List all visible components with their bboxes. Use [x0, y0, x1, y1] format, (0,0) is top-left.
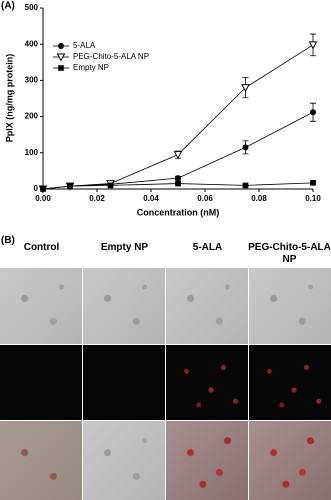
column-header: Empty NP [100, 242, 149, 253]
micrograph [83, 345, 165, 420]
y-tick-label: 0 [34, 184, 39, 193]
micrograph [249, 345, 331, 420]
micrograph [166, 421, 248, 500]
y-tick-label: 400 [25, 39, 39, 48]
x-tick-label: 0.00 [35, 194, 51, 203]
legend-label: PEG-Chito-5-ALA NP [73, 52, 149, 61]
x-axis-label: Concentration (nM) [137, 207, 220, 217]
legend-label: 5-ALA [73, 41, 96, 50]
panel-label: (B) [1, 235, 15, 246]
column-header: 5-ALA [192, 242, 223, 253]
micrograph [0, 268, 82, 344]
series-line [42, 182, 314, 190]
y-tick-label: 100 [25, 148, 39, 157]
y-tick-label: 200 [25, 112, 39, 121]
y-axis-label: PpIX (ng/mg protein) [4, 54, 14, 143]
micrograph [0, 421, 82, 500]
x-tick-label: 0.08 [251, 194, 267, 203]
marker [308, 41, 318, 50]
micrograph [249, 421, 331, 500]
marker [241, 84, 250, 93]
marker [242, 144, 249, 151]
marker [40, 186, 46, 192]
y-tick-label: 300 [25, 76, 39, 85]
marker [173, 151, 183, 160]
y-tick-label: 500 [25, 3, 39, 12]
marker [67, 183, 73, 189]
legend-label: Empty NP [73, 63, 109, 72]
micrograph [166, 345, 248, 420]
x-tick-label: 0.02 [89, 194, 105, 203]
column-header: PEG-Chito-5-ALA NP [248, 242, 331, 265]
panel-label: (A) [1, 1, 15, 12]
marker [310, 109, 316, 116]
marker [310, 180, 316, 186]
x-tick-label: 0.10 [305, 194, 321, 203]
x-tick-label: 0.04 [143, 194, 159, 203]
chart: (A) Concentration (nM) PpIX (ng/mg prote… [1, 1, 321, 218]
marker [175, 175, 181, 182]
micrograph [83, 421, 165, 500]
micrograph [83, 268, 165, 344]
legend-marker [58, 43, 64, 49]
marker [107, 182, 114, 189]
legend-marker [56, 53, 66, 62]
micrograph [166, 268, 248, 344]
marker [175, 180, 181, 187]
micrograph [0, 345, 82, 420]
micrograph [249, 268, 331, 344]
legend-marker [58, 65, 64, 71]
x-tick-label: 0.06 [197, 194, 213, 203]
panel-b: (B) Control Empty NP 5-ALA PEG-Chito-5-A… [0, 228, 331, 500]
column-header: Control [23, 242, 60, 253]
marker [242, 182, 249, 189]
